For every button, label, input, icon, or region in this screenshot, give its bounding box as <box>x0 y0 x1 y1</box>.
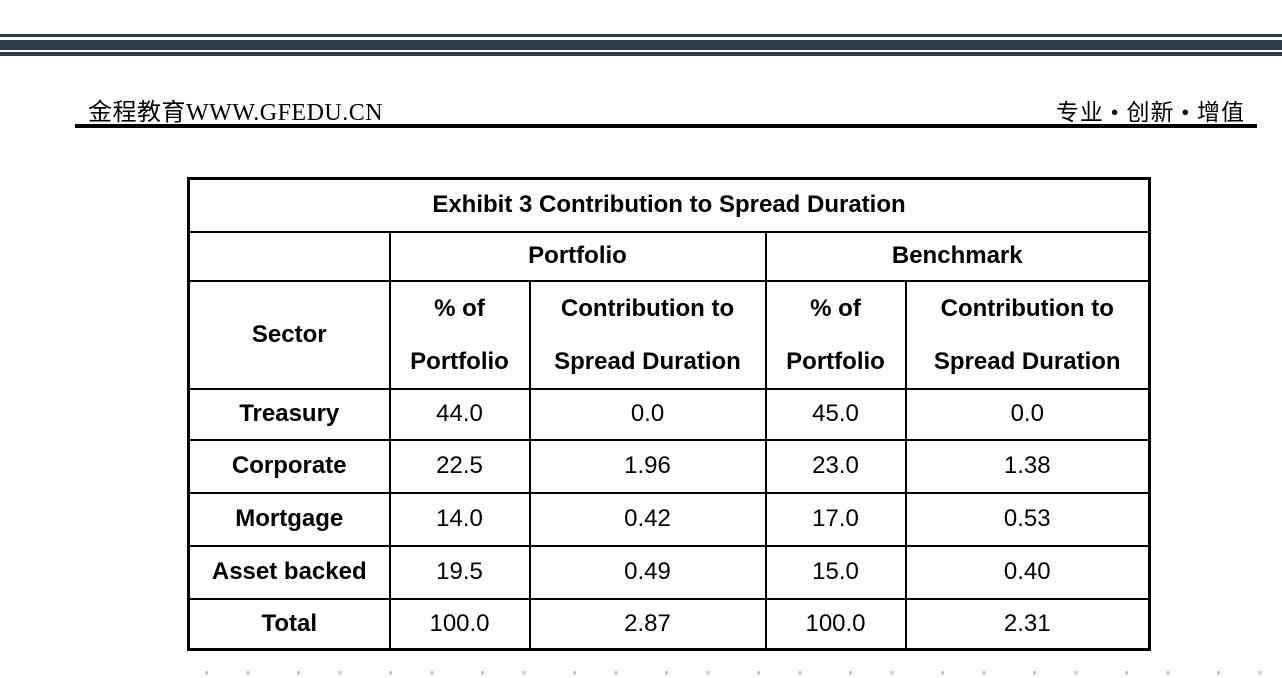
group-header-benchmark: Benchmark <box>764 230 1151 282</box>
value-cell: 0.40 <box>904 544 1151 600</box>
sector-cell: Asset backed <box>187 544 391 600</box>
sector-cell: Treasury <box>187 387 391 441</box>
value-cell: 44.0 <box>388 387 531 441</box>
value-cell: 2.87 <box>528 597 767 651</box>
table-title-row: Exhibit 3 Contribution to Spread Duratio… <box>187 177 1151 233</box>
table-group-header-row: Portfolio Benchmark <box>187 230 1151 282</box>
value-cell: 14.0 <box>388 491 531 547</box>
group-header-portfolio: Portfolio <box>388 230 767 282</box>
column-header-pct-benchmark: % of Portfolio <box>764 279 907 390</box>
column-header-contribution-portfolio: Contribution to Spread Duration <box>528 279 767 390</box>
spread-duration-table: Exhibit 3 Contribution to Spread Duratio… <box>187 177 1151 651</box>
table-row-asset-backed: Asset backed 19.5 0.49 15.0 0.40 <box>187 544 1151 600</box>
value-cell: 0.0 <box>528 387 767 441</box>
value-cell: 0.42 <box>528 491 767 547</box>
top-rule-thick <box>0 40 1282 50</box>
column-header-line: % of <box>810 294 861 322</box>
cropped-text-remnant <box>205 671 1263 675</box>
column-header-line: Portfolio <box>410 347 509 375</box>
value-cell: 17.0 <box>764 491 907 547</box>
top-rule-bottom <box>0 52 1282 56</box>
sector-cell: Total <box>187 597 391 651</box>
value-cell: 1.38 <box>904 438 1151 494</box>
value-cell: 2.31 <box>904 597 1151 651</box>
value-cell: 0.53 <box>904 491 1151 547</box>
column-header-contribution-benchmark: Contribution to Spread Duration <box>904 279 1151 390</box>
column-header-pct-portfolio: % of Portfolio <box>388 279 531 390</box>
column-header-line: Spread Duration <box>554 347 741 375</box>
value-cell: 100.0 <box>388 597 531 651</box>
value-cell: 22.5 <box>388 438 531 494</box>
table-row-treasury: Treasury 44.0 0.0 45.0 0.0 <box>187 387 1151 441</box>
header-rule <box>75 124 1257 128</box>
column-header-sector: Sector <box>187 279 391 390</box>
sector-cell: Mortgage <box>187 491 391 547</box>
top-rule-thin <box>0 34 1282 37</box>
slogan-text: 专业 • 创新 • 增值 <box>1055 100 1245 125</box>
table-title: Exhibit 3 Contribution to Spread Duratio… <box>187 177 1151 233</box>
table-column-header-row: Sector % of Portfolio Contribution to Sp… <box>187 279 1151 390</box>
value-cell: 19.5 <box>388 544 531 600</box>
column-header-line: Portfolio <box>786 347 885 375</box>
table-row-corporate: Corporate 22.5 1.96 23.0 1.38 <box>187 438 1151 494</box>
value-cell: 23.0 <box>764 438 907 494</box>
value-cell: 100.0 <box>764 597 907 651</box>
column-header-line: % of <box>434 294 485 322</box>
sector-cell: Corporate <box>187 438 391 494</box>
value-cell: 15.0 <box>764 544 907 600</box>
empty-corner-cell <box>187 230 391 282</box>
brand-text: 金程教育WWW.GFEDU.CN <box>88 100 384 126</box>
column-header-line: Spread Duration <box>933 347 1121 375</box>
value-cell: 1.96 <box>528 438 767 494</box>
column-header-line: Contribution to <box>560 294 735 322</box>
value-cell: 0.49 <box>528 544 767 600</box>
column-header-line: Contribution to <box>940 294 1114 322</box>
table-row-mortgage: Mortgage 14.0 0.42 17.0 0.53 <box>187 491 1151 547</box>
value-cell: 0.0 <box>904 387 1151 441</box>
table-row-total: Total 100.0 2.87 100.0 2.31 <box>187 597 1151 651</box>
value-cell: 45.0 <box>764 387 907 441</box>
